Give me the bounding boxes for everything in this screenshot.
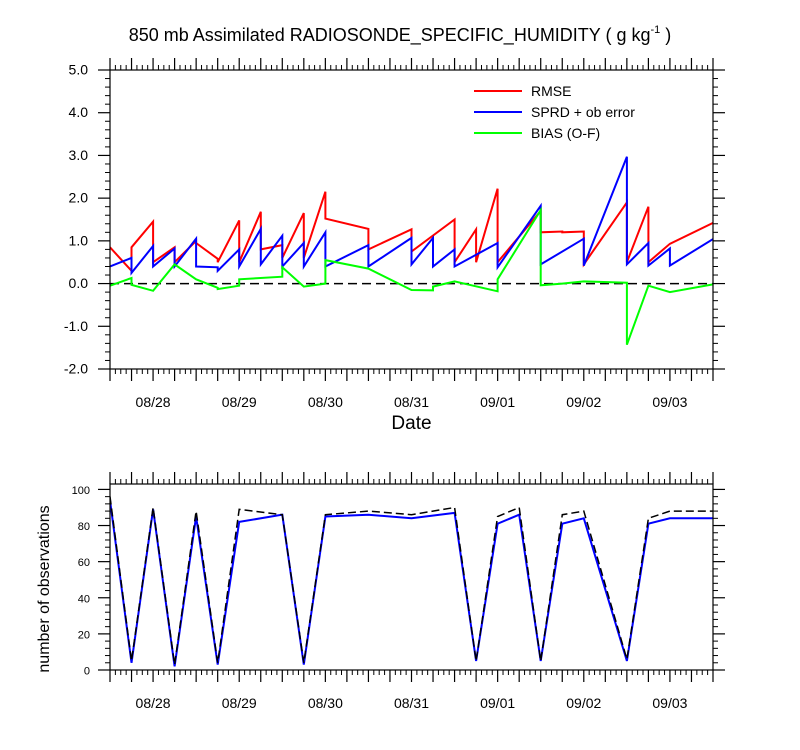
x-tick-label: 09/01 bbox=[480, 695, 515, 711]
series-line-bias-o-f bbox=[110, 206, 713, 346]
x-tick-label: 09/02 bbox=[566, 394, 601, 410]
y-tick-label: 5.0 bbox=[69, 62, 89, 78]
y-tick-label: 3.0 bbox=[69, 147, 89, 163]
y-tick-label: 2.0 bbox=[69, 190, 89, 206]
x-tick-label: 08/30 bbox=[308, 695, 343, 711]
x-tick-label: 08/31 bbox=[394, 394, 429, 410]
y-tick-label: 40 bbox=[78, 593, 90, 605]
y-tick-label: 60 bbox=[78, 557, 90, 569]
y-axis-label: number of observations bbox=[36, 505, 53, 672]
series-line-sprd-ob-error bbox=[110, 156, 713, 276]
series-line-observations bbox=[110, 500, 713, 667]
x-tick-label: 09/01 bbox=[480, 394, 515, 410]
top-chart: 08/28 08/29 08/30 08/31 09/01 09/02 09/03 -2.0 -… bbox=[64, 58, 725, 434]
y-tick-label: -1.0 bbox=[64, 318, 88, 334]
x-tick-label: 09/03 bbox=[652, 394, 687, 410]
y-tick-label: 20 bbox=[78, 629, 90, 641]
y-tick-label: 80 bbox=[78, 521, 90, 533]
chart-title-suffix: ) bbox=[660, 25, 671, 45]
series-line-observations-dashed bbox=[110, 496, 713, 665]
x-tick-label: 08/29 bbox=[222, 695, 257, 711]
x-tick-label: 08/29 bbox=[222, 394, 257, 410]
chart-title-main: 850 mb Assimilated RADIOSONDE_SPECIFIC_H… bbox=[129, 25, 651, 46]
x-tick-label: 08/28 bbox=[136, 394, 171, 410]
chart-title-superscript: -1 bbox=[651, 24, 661, 36]
legend-label: BIAS (O-F) bbox=[531, 125, 600, 141]
x-tick-label: 09/03 bbox=[652, 695, 687, 711]
bottom-chart: 08/28 08/29 08/30 08/31 09/01 09/02 09/03 0 20 40… bbox=[36, 472, 725, 711]
x-axis-label: Date bbox=[391, 413, 431, 434]
x-tick-label: 08/31 bbox=[394, 695, 429, 711]
legend-label: RMSE bbox=[531, 83, 571, 99]
y-tick-label: 0 bbox=[84, 666, 90, 678]
y-tick-label: -2.0 bbox=[64, 361, 88, 377]
chart-title: 850 mb Assimilated RADIOSONDE_SPECIFIC_H… bbox=[129, 24, 672, 46]
x-tick-label: 08/28 bbox=[136, 695, 171, 711]
y-tick-label: 4.0 bbox=[69, 104, 89, 120]
legend-label: SPRD + ob error bbox=[531, 104, 635, 120]
x-tick-label: 08/30 bbox=[308, 394, 343, 410]
x-tick-label: 09/02 bbox=[566, 695, 601, 711]
y-tick-label: 0.0 bbox=[69, 275, 89, 291]
y-tick-label: 1.0 bbox=[69, 232, 89, 248]
y-tick-label: 100 bbox=[72, 485, 90, 497]
